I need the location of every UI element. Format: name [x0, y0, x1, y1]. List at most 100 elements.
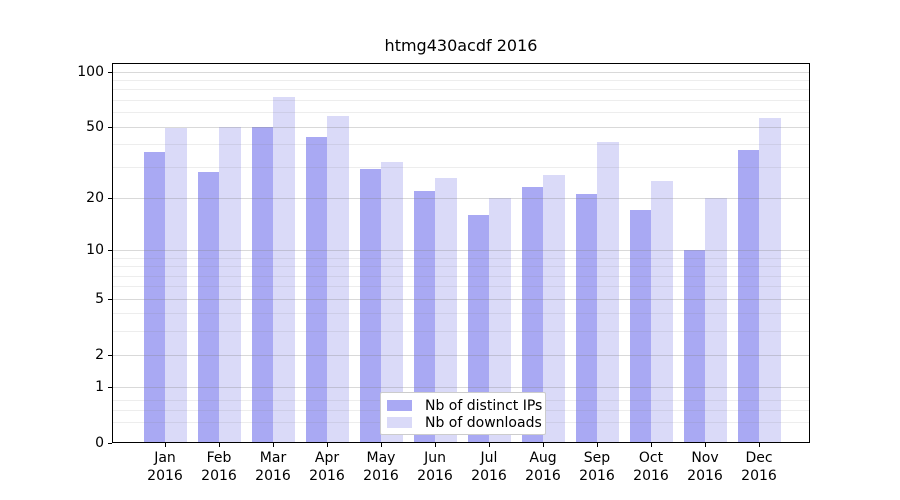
x-tick-year-feb: 2016	[201, 468, 237, 484]
x-tick-label-jun: Jun 2016	[407, 449, 463, 485]
bar-downloads-dec	[759, 117, 781, 443]
bar-distinct-ips-may	[359, 169, 381, 443]
x-tick-month-jun: Jun	[424, 450, 446, 466]
x-tick-jul	[489, 443, 490, 447]
bar-distinct-ips-oct	[629, 210, 651, 443]
legend-swatch-downloads	[387, 417, 412, 428]
bar-downloads-jan	[165, 128, 187, 443]
y-tick-label-10: 10	[86, 242, 104, 259]
x-tick-mar	[273, 443, 274, 447]
y-tick-1	[108, 387, 112, 389]
x-tick-month-oct: Oct	[638, 450, 664, 466]
x-tick-month-nov: Nov	[691, 450, 719, 466]
gridline-minor-90	[112, 79, 810, 81]
y-tick-label-2: 2	[95, 346, 104, 363]
x-tick-month-dec: Dec	[745, 450, 773, 466]
x-tick-label-jan: Jan 2016	[137, 449, 193, 485]
bar-downloads-jul	[489, 197, 511, 443]
x-tick-jun	[435, 443, 436, 447]
bar-downloads-mar	[273, 96, 295, 443]
bar-distinct-ips-jul	[467, 214, 489, 443]
x-tick-label-mar: Mar 2016	[245, 449, 301, 485]
x-tick-sep	[597, 443, 598, 447]
x-tick-year-apr: 2016	[309, 468, 345, 484]
x-tick-label-jul: Jul 2016	[461, 449, 517, 485]
x-tick-year-jan: 2016	[147, 468, 183, 484]
bar-downloads-sep	[597, 142, 619, 443]
x-tick-label-nov: Nov 2016	[677, 449, 733, 485]
x-tick-month-aug: Aug	[529, 450, 557, 466]
x-tick-year-nov: 2016	[687, 468, 723, 484]
x-tick-month-jan: Jan	[154, 450, 176, 466]
x-tick-label-may: May 2016	[353, 449, 409, 485]
bar-downloads-feb	[219, 126, 241, 443]
y-tick-label-50: 50	[86, 118, 104, 135]
x-tick-apr	[327, 443, 328, 447]
gridline-minor-40	[112, 144, 810, 146]
legend-swatch-distinct-ips	[387, 400, 412, 411]
y-tick-20	[108, 197, 112, 199]
bar-downloads-apr	[327, 116, 349, 443]
x-tick-dec	[759, 443, 760, 447]
x-tick-month-mar: Mar	[259, 450, 287, 466]
x-tick-label-feb: Feb 2016	[191, 449, 247, 485]
y-tick-5	[108, 298, 112, 300]
y-tick-0	[108, 443, 112, 444]
x-tick-jan	[165, 443, 166, 447]
x-tick-year-may: 2016	[363, 468, 399, 484]
x-tick-month-sep: Sep	[583, 450, 611, 466]
y-tick-label-5: 5	[95, 290, 104, 307]
legend-label-distinct-ips: Nb of distinct IPs	[425, 397, 543, 414]
x-tick-year-aug: 2016	[525, 468, 561, 484]
x-tick-month-jul: Jul	[480, 450, 498, 466]
bar-downloads-jun	[435, 177, 457, 443]
bar-distinct-ips-jun	[413, 190, 435, 443]
gridline-minor-80	[112, 89, 810, 91]
y-tick-label-1: 1	[95, 379, 104, 396]
x-tick-year-mar: 2016	[255, 468, 291, 484]
y-tick-2	[108, 354, 112, 356]
x-tick-month-may: May	[366, 450, 396, 466]
gridline-minor-30	[112, 166, 810, 168]
y-tick-label-100: 100	[77, 63, 104, 80]
bar-distinct-ips-aug	[521, 187, 543, 443]
y-tick-label-0: 0	[95, 435, 104, 451]
x-tick-label-sep: Sep 2016	[569, 449, 625, 485]
bar-downloads-oct	[651, 180, 673, 443]
x-tick-may	[381, 443, 382, 447]
x-tick-year-dec: 2016	[741, 468, 777, 484]
legend: Nb of distinct IPs Nb of downloads	[380, 392, 546, 435]
bar-distinct-ips-dec	[737, 150, 759, 443]
x-tick-year-sep: 2016	[579, 468, 615, 484]
x-tick-label-apr: Apr 2016	[299, 449, 355, 485]
x-tick-year-jun: 2016	[417, 468, 453, 484]
x-tick-aug	[543, 443, 544, 447]
y-tick-50	[108, 126, 112, 128]
x-tick-month-apr: Apr	[314, 450, 340, 466]
bar-distinct-ips-mar	[251, 126, 273, 443]
x-tick-label-aug: Aug 2016	[515, 449, 571, 485]
x-tick-label-oct: Oct 2016	[623, 449, 679, 485]
bar-distinct-ips-nov	[683, 250, 705, 443]
bar-distinct-ips-jan	[143, 152, 165, 443]
bar-downloads-may	[381, 161, 403, 443]
x-tick-year-jul: 2016	[471, 468, 507, 484]
bar-distinct-ips-sep	[575, 194, 597, 443]
bar-distinct-ips-apr	[305, 136, 327, 443]
legend-item-distinct-ips: Nb of distinct IPs	[387, 397, 545, 414]
y-tick-label-20: 20	[86, 189, 104, 206]
gridline-minor-60	[112, 112, 810, 114]
x-tick-label-dec: Dec 2016	[731, 449, 787, 485]
chart-title: htmg430acdf 2016	[384, 36, 538, 55]
x-tick-feb	[219, 443, 220, 447]
bar-downloads-aug	[543, 174, 565, 443]
bar-distinct-ips-feb	[197, 172, 219, 443]
x-tick-month-feb: Feb	[206, 450, 232, 466]
bar-downloads-nov	[705, 197, 727, 443]
x-tick-oct	[651, 443, 652, 447]
gridline-major-100	[112, 71, 810, 73]
y-tick-100	[108, 71, 112, 73]
y-tick-10	[108, 250, 112, 252]
gridline-major-50	[112, 126, 810, 128]
